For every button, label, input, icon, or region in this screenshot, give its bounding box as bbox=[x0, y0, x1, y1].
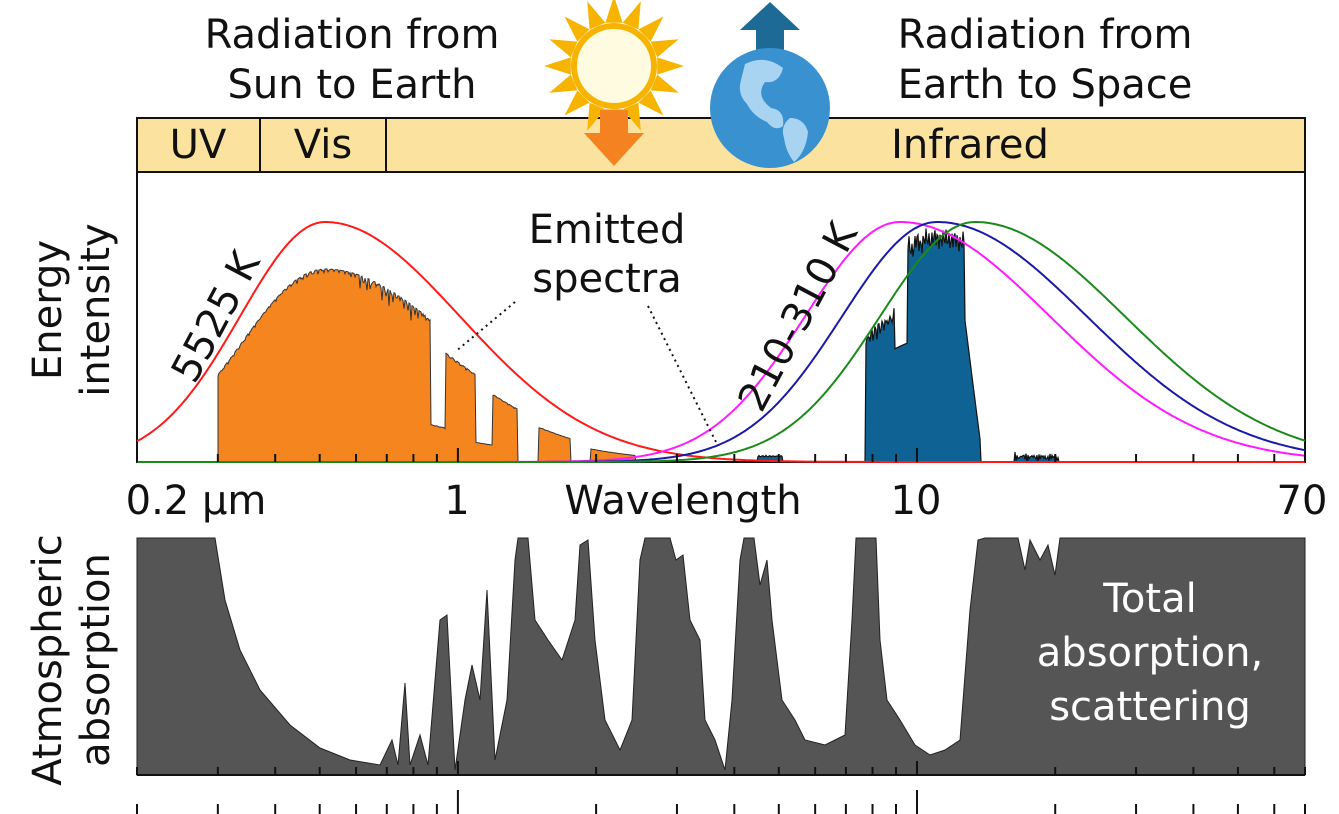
band-label: Infrared bbox=[891, 122, 1049, 168]
sun-ray bbox=[622, 102, 641, 131]
absorption-label: absorption, bbox=[1037, 630, 1263, 676]
band-label: Vis bbox=[294, 122, 352, 168]
earth-curve-label: 210-310 K bbox=[730, 214, 868, 419]
sun-ray bbox=[544, 57, 571, 75]
sun-spectrum bbox=[217, 268, 637, 463]
x-tick-label: 1 bbox=[444, 478, 469, 524]
sun-ray bbox=[564, 16, 590, 42]
leader-line bbox=[454, 301, 516, 353]
earth-icon bbox=[710, 2, 830, 168]
absorption-label: scattering bbox=[1049, 684, 1251, 730]
y-axis-label: Atmospheric bbox=[25, 534, 71, 786]
sun-ray bbox=[564, 90, 590, 116]
y-axis-label: Energy bbox=[25, 240, 71, 380]
header-left-line: Sun to Earth bbox=[228, 62, 477, 108]
header-right-line: Earth to Space bbox=[898, 62, 1193, 108]
y-axis-label: intensity bbox=[73, 223, 119, 396]
header-right-line: Radiation from bbox=[898, 12, 1193, 58]
x-tick-label: 0.2 µm bbox=[126, 478, 267, 524]
blackbody-curve bbox=[136, 221, 1305, 463]
leader-line bbox=[647, 305, 719, 447]
sun-ray bbox=[549, 74, 578, 93]
sun-ray bbox=[650, 39, 679, 58]
x-axis-title: Wavelength bbox=[564, 478, 801, 524]
band-label: UV bbox=[170, 122, 227, 168]
sun-ray bbox=[638, 90, 664, 116]
absorption-label: Total bbox=[1102, 576, 1196, 622]
sun-icon bbox=[544, 0, 684, 166]
sun-ray bbox=[650, 74, 679, 93]
blackbody-curve bbox=[137, 221, 1306, 463]
sun-ray bbox=[622, 1, 641, 30]
x-tick-label: 10 bbox=[891, 478, 942, 524]
sun-ray bbox=[638, 16, 664, 42]
sun-ray bbox=[587, 102, 606, 131]
sun-ray bbox=[657, 57, 684, 75]
sun-ray bbox=[605, 0, 623, 23]
emitted-label: Emitted bbox=[529, 207, 686, 253]
header-left-line: Radiation from bbox=[205, 12, 500, 58]
sun-ray bbox=[549, 39, 578, 58]
emitted-label: spectra bbox=[532, 256, 681, 302]
energy-panel-frame bbox=[136, 171, 1306, 463]
x-tick-label: 70 bbox=[1277, 478, 1328, 524]
y-axis-label: absorption bbox=[73, 553, 119, 767]
sun-ray bbox=[587, 1, 606, 30]
total-absorption bbox=[136, 537, 1306, 776]
